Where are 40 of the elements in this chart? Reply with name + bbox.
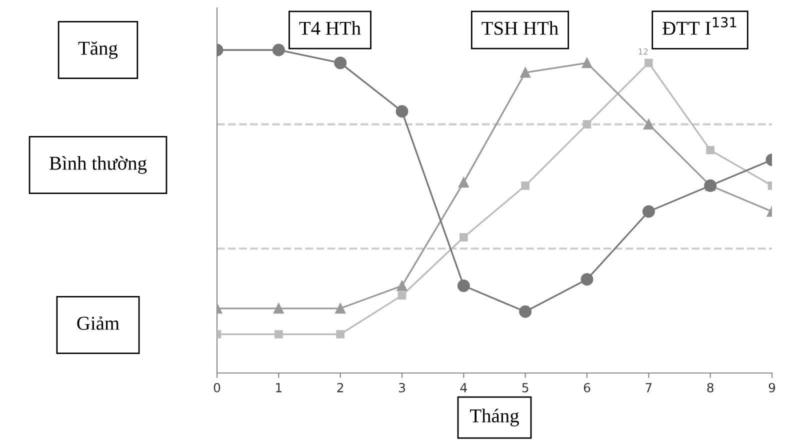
point	[521, 181, 530, 190]
point	[272, 44, 285, 56]
point	[396, 280, 408, 291]
x-tick-label: 9	[768, 382, 776, 392]
text: Giảm	[77, 316, 120, 330]
x-tick-label: 5	[522, 383, 528, 392]
series-label: ĐTT I$^{131}$	[662, 17, 736, 35]
point	[458, 177, 469, 188]
point	[396, 105, 408, 118]
point	[644, 58, 653, 68]
x-tick-label: 0	[214, 382, 220, 392]
x-tick-label: 6	[584, 382, 590, 392]
x-tick-label: 7	[646, 383, 652, 392]
x-tick-label: 8	[707, 382, 714, 392]
point	[334, 56, 347, 70]
point	[642, 205, 655, 218]
point	[460, 233, 468, 242]
point	[274, 330, 283, 338]
point	[706, 146, 714, 154]
series-label: T4 HTh	[299, 21, 361, 35]
point	[643, 119, 654, 130]
point	[273, 303, 284, 314]
annotation: 12	[638, 48, 648, 55]
x-tick-label: 4	[460, 383, 467, 392]
point	[582, 58, 592, 68]
point	[582, 120, 592, 128]
point	[335, 303, 346, 314]
x-tick-label: 3	[398, 382, 405, 392]
point	[336, 330, 344, 338]
point	[580, 273, 594, 286]
text: Tăng	[78, 41, 118, 59]
series-label: TSH HTh	[482, 21, 558, 35]
point	[520, 67, 531, 78]
x-tick-label: 1	[276, 383, 282, 392]
point	[457, 280, 470, 292]
x-axis-title: Tháng	[470, 408, 519, 426]
x-tick-label: 2	[337, 382, 344, 392]
text: Bình thường	[50, 156, 147, 174]
point	[398, 291, 406, 300]
point	[519, 305, 532, 318]
